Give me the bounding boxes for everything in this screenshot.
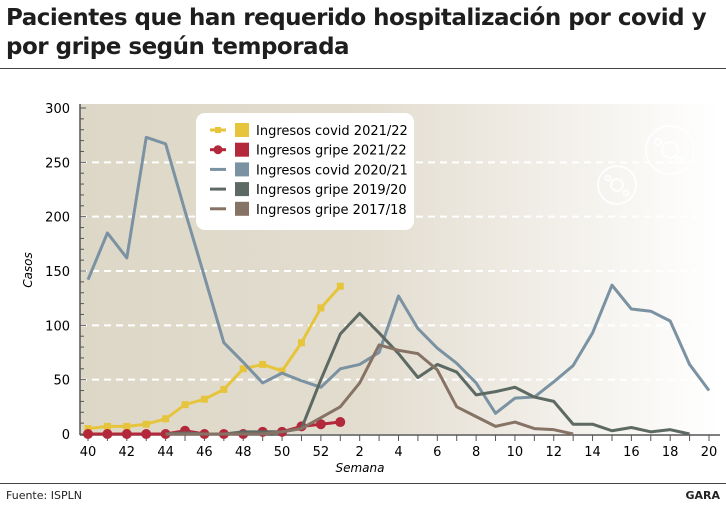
y-tick-label: 0 [62,428,70,443]
y-tick-label: 50 [53,374,70,389]
data-point [123,422,131,430]
y-tick-label: 150 [45,265,70,280]
legend-swatch [235,201,249,216]
x-tick-label: 20 [701,445,718,460]
legend-marker [213,145,223,155]
y-axis-label: Casos [21,252,35,288]
x-tick-label: 50 [274,445,291,460]
series-line-4 [165,343,574,436]
data-point [103,422,111,430]
x-tick-label: 4 [394,445,402,460]
source-note: Fuente: ISPLN [6,489,82,502]
legend-swatch [235,142,249,157]
data-point [84,425,92,433]
data-point [121,429,132,439]
data-point [162,415,170,423]
series-line-3 [165,311,690,436]
footer-divider [0,483,726,484]
x-tick-label: 10 [507,445,524,460]
y-tick-label: 250 [45,156,70,171]
x-tick-label: 46 [196,445,213,460]
legend-label: Ingresos covid 2020/21 [256,163,408,178]
x-tick-label: 18 [662,445,679,460]
data-point [142,420,150,428]
series-line-2 [86,135,711,415]
legend-label: Ingresos gripe 2019/20 [256,183,407,198]
data-point [83,429,93,439]
data-point [200,395,208,403]
x-tick-label: 12 [545,445,562,460]
data-point [336,282,344,290]
data-point [239,365,247,373]
data-point [278,367,286,375]
x-tick-label: 44 [157,445,174,460]
y-tick-label: 200 [45,211,70,226]
y-tick-label: 100 [45,319,70,334]
x-tick-label: 14 [584,445,601,460]
legend-marker [215,127,221,133]
x-axis-label: Semana [335,461,384,475]
legend-label: Ingresos gripe 2021/22 [256,144,407,159]
data-point [297,339,305,347]
title-divider [0,68,726,69]
x-tick-label: 48 [235,445,252,460]
data-point [335,417,346,428]
legend-label: Ingresos gripe 2017/18 [256,203,407,218]
data-point [141,429,152,439]
y-tick-label: 300 [45,102,70,117]
virus-icon [597,125,695,205]
chart-title: Pacientes que han requerido hospitalizac… [6,5,707,60]
legend-label: Ingresos covid 2021/22 [256,124,408,139]
brand-logo: GARA [685,489,720,502]
legend-box [196,113,414,230]
data-point [220,385,228,393]
data-point [102,429,113,439]
data-point [315,419,326,430]
x-tick-label: 42 [119,445,136,460]
data-point [181,401,189,409]
x-tick-label: 8 [472,445,480,460]
legend-swatch [235,162,249,177]
legend-swatch [235,182,249,197]
x-tick-label: 40 [80,445,97,460]
x-tick-label: 52 [313,445,330,460]
x-tick-label: 2 [356,445,364,460]
data-point [259,360,267,368]
legend-swatch [235,123,249,137]
data-point [317,304,325,312]
x-tick-label: 16 [623,445,640,460]
x-tick-label: 6 [433,445,441,460]
